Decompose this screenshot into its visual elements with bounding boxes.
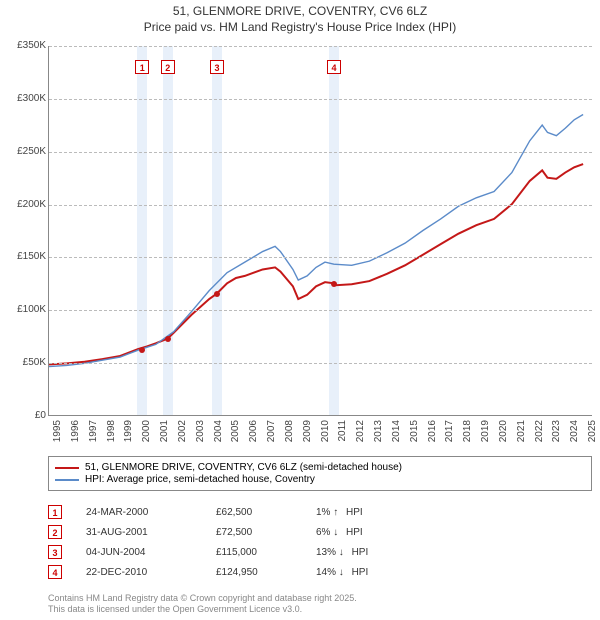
- diff-arrow-icon: ↑: [333, 507, 343, 518]
- y-axis-tick-label: £250K: [2, 146, 46, 157]
- legend-swatch: [55, 467, 79, 469]
- sale-diff: 14% ↓ HPI: [316, 567, 426, 578]
- sale-diff: 1% ↑ HPI: [316, 507, 426, 518]
- diff-arrow-icon: ↓: [339, 547, 349, 558]
- footer-line-2: This data is licensed under the Open Gov…: [48, 604, 357, 616]
- gridline: [49, 205, 592, 206]
- sale-marker: 1: [135, 60, 149, 74]
- sale-price: £72,500: [216, 527, 316, 538]
- sale-price: £124,950: [216, 567, 316, 578]
- y-axis-tick-label: £0: [2, 410, 46, 421]
- legend-swatch: [55, 479, 79, 481]
- gridline: [49, 152, 592, 153]
- gridline: [49, 257, 592, 258]
- sale-marker-small: 2: [48, 525, 62, 539]
- sale-point: [214, 291, 220, 297]
- sale-marker: 4: [327, 60, 341, 74]
- sale-price: £62,500: [216, 507, 316, 518]
- page-title: 51, GLENMORE DRIVE, COVENTRY, CV6 6LZ: [0, 0, 600, 18]
- footer-attribution: Contains HM Land Registry data © Crown c…: [48, 593, 357, 616]
- sale-date: 04-JUN-2004: [86, 547, 216, 558]
- sale-diff: 13% ↓ HPI: [316, 547, 426, 558]
- sales-table-row: 4 22-DEC-2010£124,95014% ↓ HPI: [48, 562, 426, 582]
- sale-marker-small: 1: [48, 505, 62, 519]
- series-line: [49, 164, 583, 364]
- page-subtitle: Price paid vs. HM Land Registry's House …: [0, 18, 600, 34]
- y-axis-tick-label: £150K: [2, 251, 46, 262]
- sales-table-row: 2 31-AUG-2001£72,5006% ↓ HPI: [48, 522, 426, 542]
- chart-legend: 51, GLENMORE DRIVE, COVENTRY, CV6 6LZ (s…: [48, 456, 592, 491]
- footer-line-1: Contains HM Land Registry data © Crown c…: [48, 593, 357, 605]
- legend-label: 51, GLENMORE DRIVE, COVENTRY, CV6 6LZ (s…: [85, 462, 402, 473]
- sale-price: £115,000: [216, 547, 316, 558]
- diff-arrow-icon: ↓: [333, 527, 343, 538]
- sale-diff: 6% ↓ HPI: [316, 527, 426, 538]
- sale-marker: 3: [210, 60, 224, 74]
- legend-item: HPI: Average price, semi-detached house,…: [55, 474, 585, 485]
- legend-label: HPI: Average price, semi-detached house,…: [85, 474, 315, 485]
- gridline: [49, 310, 592, 311]
- diff-arrow-icon: ↓: [339, 567, 349, 578]
- gridline: [49, 46, 592, 47]
- sale-marker-small: 3: [48, 545, 62, 559]
- sale-marker: 2: [161, 60, 175, 74]
- sale-point: [139, 347, 145, 353]
- y-axis-tick-label: £200K: [2, 199, 46, 210]
- sale-date: 31-AUG-2001: [86, 527, 216, 538]
- chart-plot-area: 12 3 4: [48, 46, 592, 416]
- sales-table-row: 1 24-MAR-2000£62,5001% ↑ HPI: [48, 502, 426, 522]
- sales-table: 124-MAR-2000£62,5001% ↑ HPI231-AUG-2001£…: [48, 502, 426, 582]
- gridline: [49, 99, 592, 100]
- y-axis-tick-label: £50K: [2, 357, 46, 368]
- sale-point: [165, 336, 171, 342]
- chart-svg: [49, 46, 592, 415]
- y-axis-tick-label: £300K: [2, 93, 46, 104]
- sale-date: 24-MAR-2000: [86, 507, 216, 518]
- sale-point: [331, 281, 337, 287]
- sales-table-row: 3 04-JUN-2004£115,00013% ↓ HPI: [48, 542, 426, 562]
- sale-marker-small: 4: [48, 565, 62, 579]
- y-axis-tick-label: £350K: [2, 40, 46, 51]
- legend-item: 51, GLENMORE DRIVE, COVENTRY, CV6 6LZ (s…: [55, 462, 585, 473]
- sale-date: 22-DEC-2010: [86, 567, 216, 578]
- gridline: [49, 363, 592, 364]
- y-axis-tick-label: £100K: [2, 304, 46, 315]
